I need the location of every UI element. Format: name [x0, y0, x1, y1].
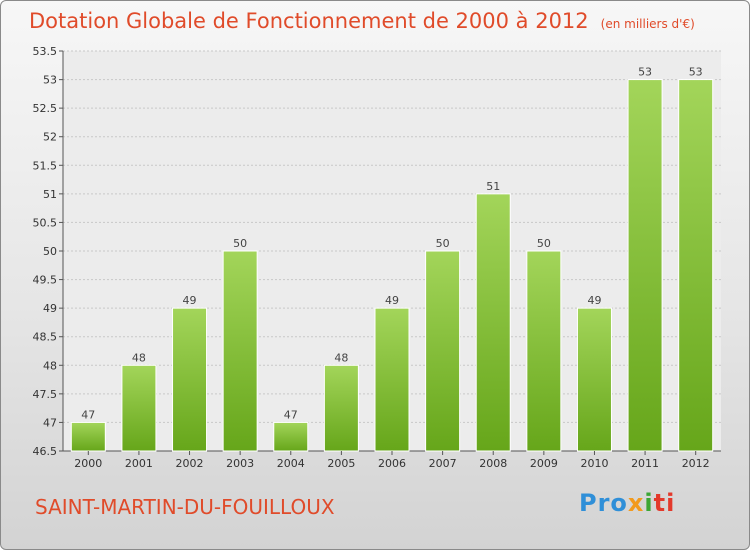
x-tick-label: 2011 — [631, 457, 659, 470]
y-tick-label: 50.5 — [33, 216, 58, 229]
data-label: 48 — [132, 351, 146, 364]
x-tick-label: 2008 — [479, 457, 507, 470]
x-tick-label: 2012 — [682, 457, 710, 470]
data-label: 47 — [81, 408, 95, 421]
y-tick-label: 52 — [43, 131, 57, 144]
y-tick-label: 49.5 — [33, 274, 58, 287]
x-tick-label: 2004 — [277, 457, 305, 470]
y-tick-label: 51.5 — [33, 159, 58, 172]
data-label: 50 — [537, 237, 551, 250]
bar — [475, 193, 511, 452]
bar — [678, 79, 714, 452]
x-tick-label: 2001 — [125, 457, 153, 470]
bar — [425, 250, 461, 452]
x-tick-label: 2007 — [429, 457, 457, 470]
bar — [627, 79, 663, 452]
title-text: Dotation Globale de Fonctionnement de 20… — [29, 9, 589, 33]
data-label: 47 — [284, 408, 298, 421]
unit-label: (en milliers d'€) — [600, 17, 695, 31]
bar — [526, 250, 562, 452]
y-tick-label: 52.5 — [33, 102, 58, 115]
chart-title: Dotation Globale de Fonctionnement de 20… — [29, 9, 695, 33]
bar — [121, 364, 157, 452]
data-label: 49 — [385, 294, 399, 307]
bar — [576, 307, 612, 452]
y-tick-label: 50 — [43, 245, 57, 258]
data-label: 48 — [334, 351, 348, 364]
data-label: 50 — [233, 237, 247, 250]
commune-name: SAINT-MARTIN-DU-FOUILLOUX — [35, 495, 335, 519]
data-label: 50 — [436, 237, 450, 250]
data-label: 49 — [183, 294, 197, 307]
x-tick-label: 2010 — [580, 457, 608, 470]
y-tick-label: 53 — [43, 74, 57, 87]
bar — [172, 307, 208, 452]
x-tick-label: 2000 — [74, 457, 102, 470]
bar — [70, 421, 106, 452]
y-tick-label: 48 — [43, 359, 57, 372]
y-tick-label: 47.5 — [33, 388, 58, 401]
y-tick-label: 53.5 — [33, 45, 58, 58]
y-tick-label: 48.5 — [33, 331, 58, 344]
data-label: 49 — [587, 294, 601, 307]
y-tick-label: 51 — [43, 188, 57, 201]
bar — [222, 250, 258, 452]
x-tick-label: 2005 — [327, 457, 355, 470]
bar — [323, 364, 359, 452]
bar — [374, 307, 410, 452]
data-label: 53 — [689, 66, 703, 79]
data-label: 51 — [486, 180, 500, 193]
proxiti-logo: Proxiti — [579, 489, 676, 517]
data-label: 53 — [638, 66, 652, 79]
x-tick-label: 2006 — [378, 457, 406, 470]
bar — [273, 421, 309, 452]
y-tick-label: 47 — [43, 416, 57, 429]
x-tick-label: 2009 — [530, 457, 558, 470]
y-tick-label: 49 — [43, 302, 57, 315]
x-tick-label: 2002 — [176, 457, 204, 470]
x-tick-label: 2003 — [226, 457, 254, 470]
y-tick-label: 46.5 — [33, 445, 58, 458]
